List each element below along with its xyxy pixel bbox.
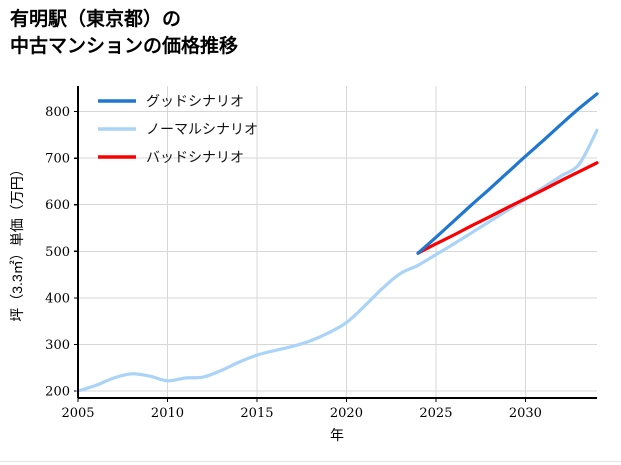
x-tick-label: 2025	[419, 406, 452, 421]
y-tick-label: 400	[45, 291, 70, 306]
legend-label-2: バッドシナリオ	[146, 149, 244, 165]
y-tick-label: 300	[45, 338, 70, 353]
x-tick-label: 2015	[240, 406, 273, 421]
x-tick-label: 2010	[151, 406, 184, 421]
series-line-ノーマルシナリオ	[76, 128, 599, 393]
y-tick-label: 700	[45, 152, 70, 167]
y-axis-title: 坪（3.3㎡）単価（万円）	[9, 162, 25, 321]
series-line-バッドシナリオ	[416, 161, 599, 255]
chart-title-line-2: 中古マンションの価格推移	[10, 36, 239, 57]
y-tick-labels: 200 300 400 500 600 700 800	[45, 105, 70, 399]
x-tick-label: 2005	[61, 406, 94, 421]
x-axis-title: 年	[330, 427, 344, 443]
bottom-divider	[0, 461, 621, 462]
x-tick-label: 2020	[330, 406, 363, 421]
y-tick-label: 800	[45, 105, 70, 120]
chart-title: 有明駅（東京都）の 中古マンションの価格推移	[10, 6, 610, 60]
chart-title-line-1: 有明駅（東京都）の	[10, 9, 182, 30]
y-tick-label: 500	[45, 245, 70, 260]
y-tick-label: 600	[45, 198, 70, 213]
x-tick-label: 2030	[509, 406, 542, 421]
x-tick-labels: 2005 2010 2015 2020 2025 2030	[61, 406, 542, 421]
axis-spines	[77, 86, 597, 399]
y-tick-label: 200	[45, 385, 70, 400]
series-line-グッドシナリオ	[416, 92, 599, 255]
legend-label-1: ノーマルシナリオ	[146, 121, 258, 137]
data-series-group	[76, 92, 599, 393]
legend-label-0: グッドシナリオ	[146, 93, 244, 109]
